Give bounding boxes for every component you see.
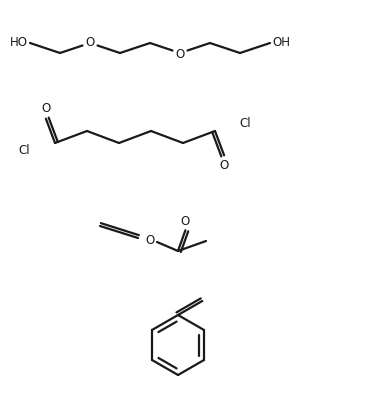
Text: O: O: [86, 36, 95, 48]
Text: OH: OH: [272, 36, 290, 50]
Text: Cl: Cl: [19, 144, 30, 157]
Text: O: O: [181, 215, 190, 228]
Text: Cl: Cl: [240, 117, 251, 130]
Text: O: O: [41, 102, 51, 115]
Text: O: O: [176, 47, 185, 60]
Text: O: O: [146, 235, 155, 247]
Text: HO: HO: [10, 36, 28, 50]
Text: O: O: [220, 159, 229, 172]
